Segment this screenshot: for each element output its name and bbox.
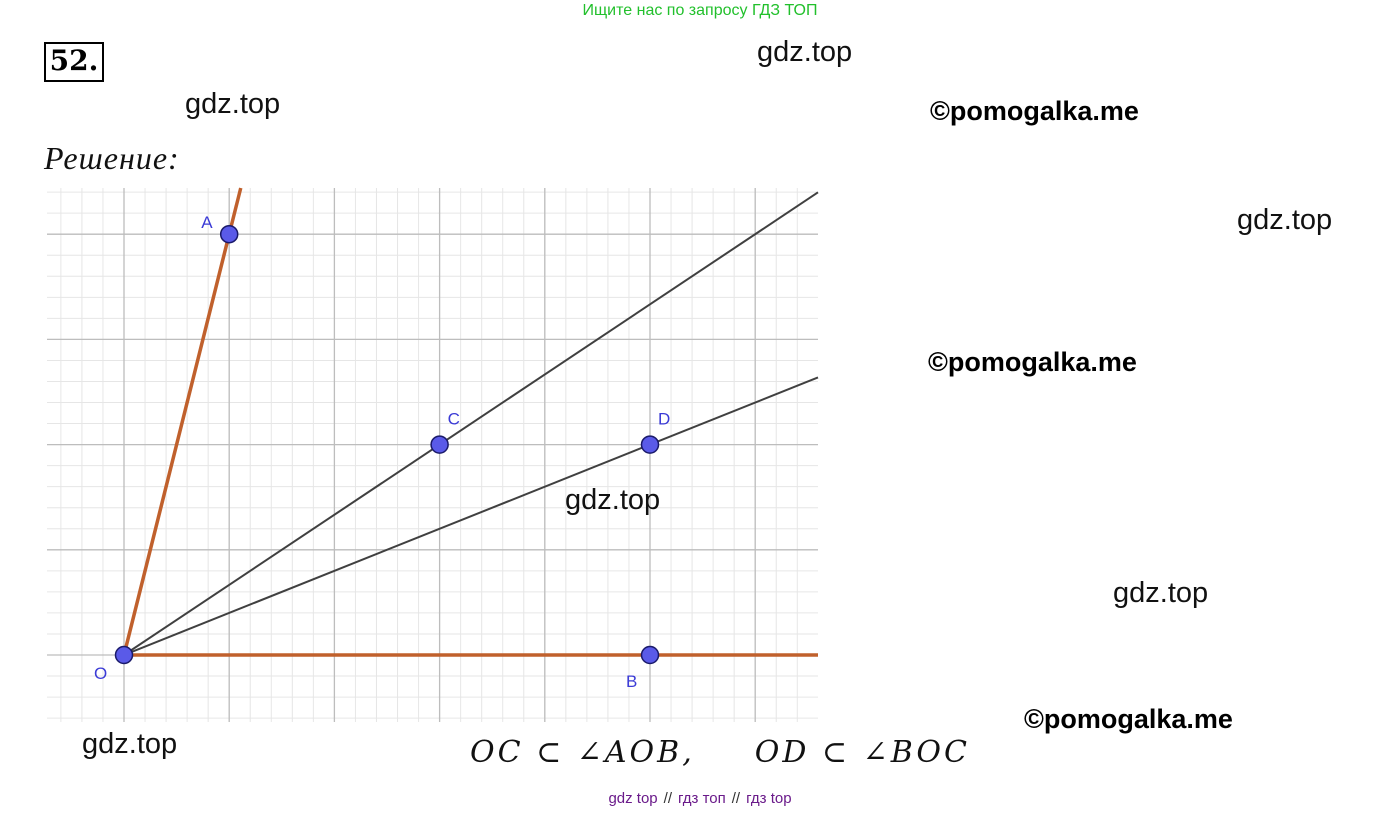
watermark-gdz: gdz.top — [82, 728, 178, 760]
point-a — [219, 224, 239, 244]
ray-od — [123, 376, 819, 656]
grid — [47, 188, 818, 722]
point-label-d: D — [658, 410, 670, 429]
formula-oc: OC ⊂ ∠AOB, — [470, 735, 695, 770]
footer-link-gdz-top[interactable]: gdz top — [608, 790, 658, 807]
formula: OC ⊂ ∠AOB, OD ⊂ ∠BOC — [470, 735, 970, 770]
footer-links: gdz top // гдз топ // гдз top — [0, 790, 1400, 807]
point-o — [114, 645, 134, 665]
ray-oa — [122, 187, 243, 656]
watermark-gdz: gdz.top — [1237, 204, 1333, 236]
points: A C D O B — [94, 213, 670, 691]
watermark-gdz: gdz.top — [1113, 577, 1209, 609]
footer-link-gdz-top-mixed[interactable]: гдз top — [746, 790, 792, 807]
footer-separator: // — [731, 790, 741, 807]
point-d — [640, 435, 660, 454]
watermark-pomogalka: ©pomogalka.me — [1024, 704, 1233, 734]
formula-od: OD ⊂ ∠BOC — [754, 735, 970, 770]
problem-number: 52. — [49, 44, 99, 77]
watermark-gdz: gdz.top — [757, 36, 853, 68]
solution-label: Решение: — [44, 140, 180, 176]
watermark-pomogalka: ©pomogalka.me — [928, 347, 1137, 377]
footer-link-gdz-top-ru[interactable]: гдз топ — [678, 790, 726, 807]
watermark-pomogalka: ©pomogalka.me — [930, 96, 1139, 126]
problem-number-box — [44, 42, 104, 82]
point-c — [430, 435, 449, 454]
point-label-o: O — [94, 664, 107, 683]
watermark-gdz: gdz.top — [565, 484, 661, 516]
top-banner[interactable]: Ищите нас по запросу ГДЗ ТОП — [582, 2, 818, 19]
footer-separator: // — [663, 790, 672, 807]
point-b — [640, 645, 660, 665]
watermark-gdz: gdz.top — [185, 88, 281, 120]
point-label-b: B — [626, 672, 637, 691]
point-label-a: A — [201, 213, 213, 232]
point-label-c: C — [448, 410, 460, 429]
ray-oc — [123, 191, 819, 656]
